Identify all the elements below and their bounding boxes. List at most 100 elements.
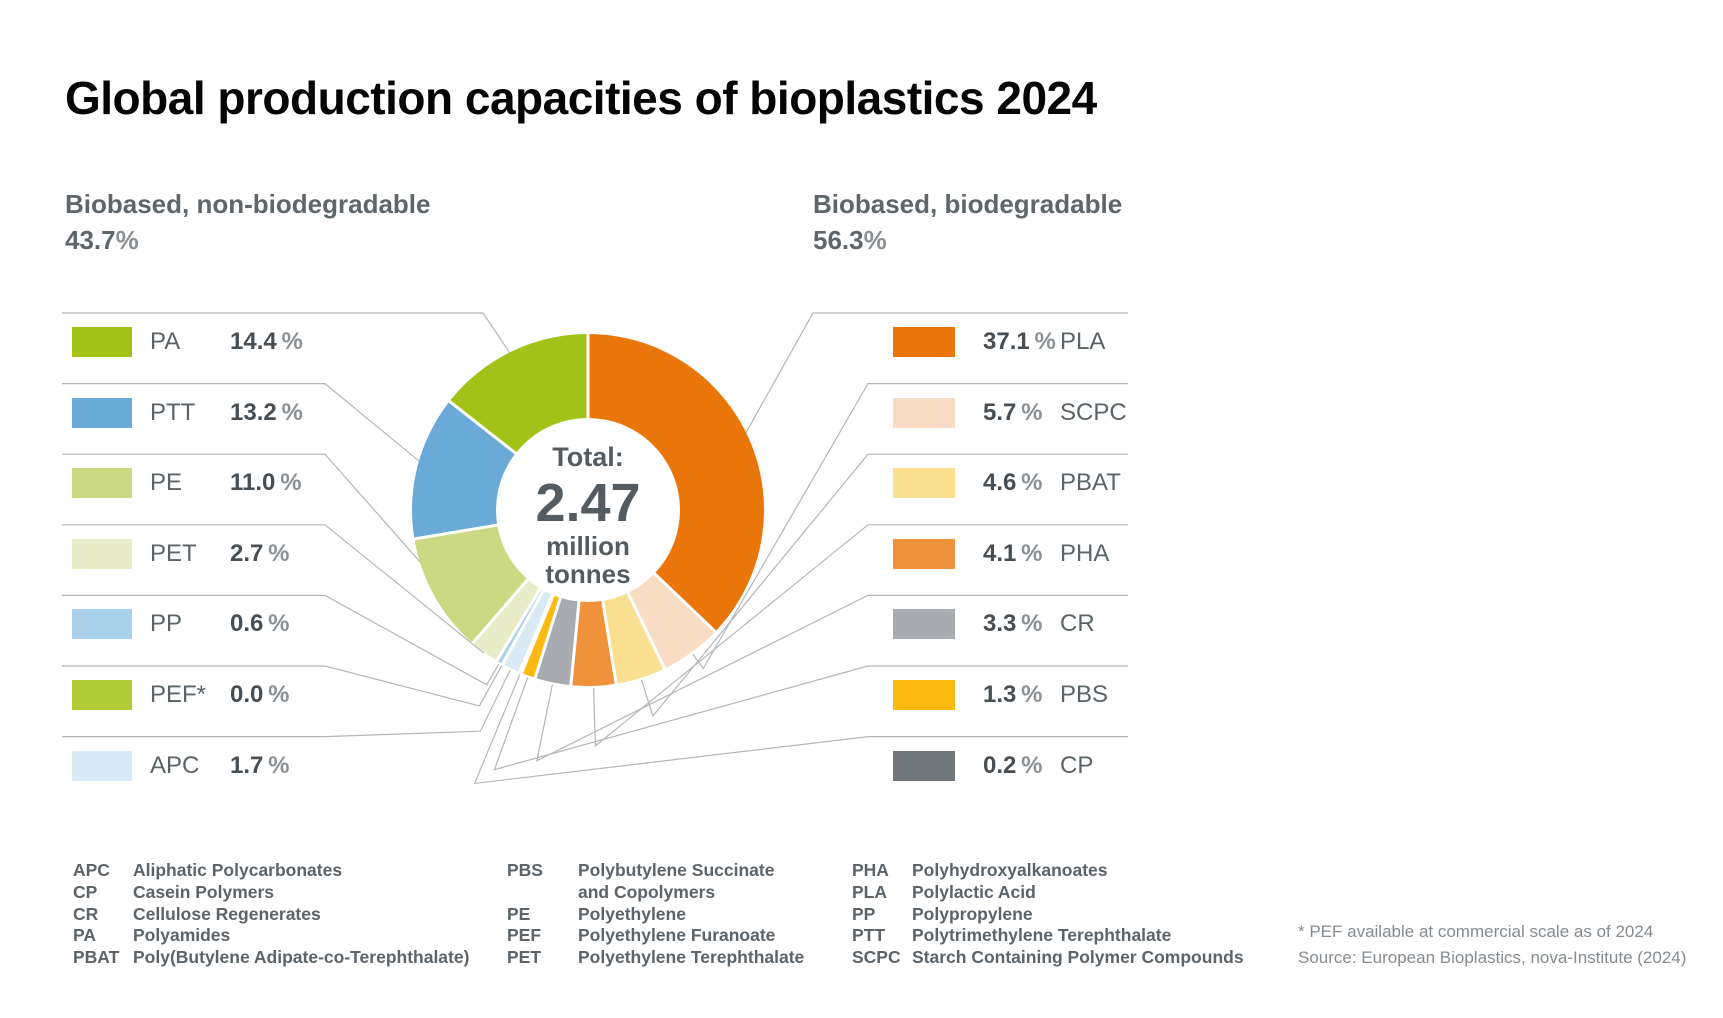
legend-value-PBS: 1.3 % [983,681,1043,708]
footnote-source: Source: European Bioplastics, nova-Insti… [1298,948,1687,967]
percent-sign: % [1029,328,1056,355]
legend-swatch-PE [72,468,132,499]
percent-sign: % [263,681,290,708]
legend-label-CR: CR [1060,610,1095,638]
legend-value-PET: 2.7 % [230,539,290,567]
abbreviation-name: Polypropylene [912,903,1033,924]
total-label: Total: [552,442,624,472]
percent-sign: % [263,539,290,567]
abbreviation-name: Polyhydroxyalkanoates [912,860,1108,880]
connector-line-PBAT [640,453,1128,718]
abbreviation-name: Aliphatic Polycarbonates [133,860,343,880]
legend-value-APC: 1.7 % [230,751,290,779]
abbreviation-code: PBS [507,860,543,880]
legend-label-PA: PA [150,328,181,355]
percent-sign: % [1016,469,1043,497]
legend-swatch-PP [72,609,132,640]
abbreviation-row-PBS: PBS Polybutylene Succinate and Copolymers [507,860,804,904]
legend-swatch-SCPC [893,397,955,428]
percent-sign: % [276,398,303,426]
percent-sign: % [1016,539,1043,567]
percent-sign: % [275,469,302,497]
percent-sign: % [1016,398,1043,426]
legend-value-PBAT: 4.6 % [983,469,1043,497]
connector-line-PLA [738,312,1128,446]
percent-sign: % [863,225,887,255]
group-header-non-biodegradable: Biobased, non-biodegradable 43.7% [65,186,430,258]
connector-line-PET [62,524,485,654]
legend-value-PA: 14.4 % [230,328,303,355]
legend-value-PHA: 4.1 % [983,539,1043,567]
group-percent-biodegradable: 56.3 [813,225,864,255]
legend-value-PP: 0.6 % [230,610,290,638]
legend-value-PTT: 13.2 % [230,398,303,426]
abbreviation-code: PA [73,925,97,946]
abbreviation-name: Polyethylene [578,903,686,924]
abbreviation-name: Polyamides [133,925,231,946]
connector-line-PBS [493,665,1128,771]
connector-line-PTT [62,383,430,470]
abbreviation-row-PBAT: PBAT Poly(Butylene Adipate-co-Terephthala… [73,947,469,969]
legend-swatch-CP [893,750,955,781]
abbreviation-column-3: PHA Polyhydroxyalkanoates PLA Polylactic Ac… [852,860,1244,969]
abbreviation-name: Cellulose Regenerates [133,903,321,924]
legend-swatch-PLA [893,327,955,357]
legend-label-PBS: PBS [1060,681,1109,708]
percent-sign: % [1016,610,1043,638]
group-header-biodegradable: Biobased, biodegradable 56.3% [813,186,1122,258]
percent-sign: % [115,225,139,255]
legend-label-PP: PP [150,610,183,638]
connector-line-PE [62,453,446,591]
legend-swatch-PTT [72,397,132,428]
legend-swatch-PBS [893,680,955,710]
abbreviation-code: PHA [852,860,889,880]
abbreviation-code: PET [507,947,542,968]
legend-label-PET: PET [150,539,197,567]
total-unit-line2: tonnes [545,559,631,589]
abbreviation-name: Casein Polymers [133,881,275,902]
legend-value-PEF: 0.0 % [230,681,290,708]
abbreviation-row-PA: PA Polyamides [73,925,469,947]
legend-label-PHA: PHA [1060,539,1110,567]
connector-line-CP [473,674,1128,785]
abbreviation-name: Poly(Butylene Adipate-co-Terephthalate) [133,947,470,968]
abbreviation-code: CP [73,881,98,902]
donut-center-text: Total: 2.47 million tonnes [438,442,738,588]
abbreviation-name: Polylactic Acid [912,881,1036,902]
abbreviation-code: PE [507,903,531,924]
legend-label-PE: PE [150,469,183,497]
abbreviation-code: APC [73,860,110,880]
abbreviation-code: PLA [852,881,887,902]
abbreviation-name: Polybutylene Succinate and Copolymers [578,860,775,902]
footnote-pef: * PEF available at commercial scale as o… [1298,922,1654,941]
percent-sign: % [1016,751,1043,779]
legend-label-PBAT: PBAT [1060,469,1121,497]
donut-hole [496,418,680,602]
abbreviation-code: PP [852,903,876,924]
connector-line-PEF [62,665,503,707]
legend-value-PLA: 37.1 % [983,328,1056,355]
donut-slice-PLA [588,334,764,632]
legend-label-CP: CP [1060,751,1094,779]
group-label-biodegradable: Biobased, biodegradable [813,189,1123,219]
group-percent-non-biodegradable: 43.7 [65,225,116,255]
abbreviation-name: Polyethylene Furanoate [578,925,776,946]
abbreviation-code: PBAT [73,947,120,968]
legend-value-PE: 11.0 % [230,469,302,497]
connector-line-PP [62,594,500,686]
abbreviation-row-PET: PET Polyethylene Terephthalate [507,947,804,969]
percent-sign: % [263,751,290,779]
total-unit-line1: million [546,531,630,561]
legend-label-PTT: PTT [150,398,196,426]
page-title: Global production capacities of bioplast… [65,72,1097,124]
abbreviation-row-PEF: PEF Polyethylene Furanoate [507,925,804,947]
legend-label-APC: APC [150,751,200,779]
abbreviation-column-2: PBS Polybutylene Succinate and Copolymers… [507,860,804,969]
abbreviation-row-CP: CP Casein Polymers [73,882,469,904]
abbreviation-row-PE: PE Polyethylene [507,904,804,926]
abbreviation-row-SCPC: SCPC Starch Containing Polymer Compounds [852,947,1244,969]
total-value: 2.47 [535,473,641,533]
legend-label-PEF: PEF* [150,681,207,708]
percent-sign: % [263,610,290,638]
